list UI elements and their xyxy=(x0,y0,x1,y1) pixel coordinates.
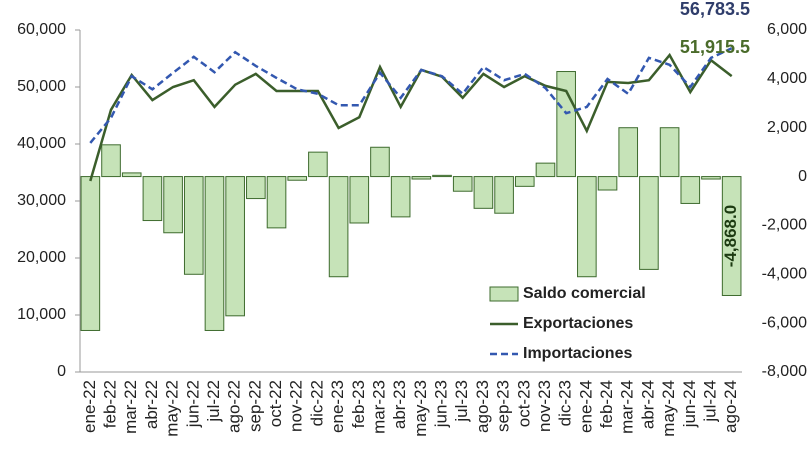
x-tick-label: may-22 xyxy=(163,380,182,437)
x-tick-label: abr-24 xyxy=(638,380,657,429)
x-tick-label: nov-23 xyxy=(535,380,554,432)
y2-tick-label: -8,000 xyxy=(762,363,807,380)
bar xyxy=(411,176,432,180)
line-1 xyxy=(89,52,733,182)
bar xyxy=(390,176,411,218)
y-tick-label: 60,000 xyxy=(17,21,66,38)
bar xyxy=(701,176,721,180)
x-tick-label: sep-22 xyxy=(245,380,264,432)
bar xyxy=(721,176,742,296)
bar xyxy=(370,146,390,178)
legend-swatch xyxy=(489,286,519,302)
x-tick-label: nov-22 xyxy=(287,380,306,432)
bar xyxy=(204,176,225,331)
bar xyxy=(101,144,121,178)
bar xyxy=(266,176,287,229)
y2-tick-label: -6,000 xyxy=(762,314,807,331)
bar xyxy=(514,176,535,187)
bar xyxy=(680,176,701,204)
x-tick-label: jul-23 xyxy=(452,380,471,423)
legend-label: Exportaciones xyxy=(523,315,633,332)
x-tick-label: oct-23 xyxy=(514,380,533,427)
y-tick-label: 30,000 xyxy=(17,192,66,209)
bar xyxy=(80,176,101,331)
y2-tick-label: 6,000 xyxy=(767,21,807,38)
y2-tick-label: -4,000 xyxy=(762,266,807,283)
bar xyxy=(535,162,556,178)
bar xyxy=(473,176,494,209)
bar xyxy=(452,176,473,192)
x-tick-label: ene-24 xyxy=(576,380,595,433)
x-tick-label: ago-22 xyxy=(225,380,244,433)
x-tick-label: ago-24 xyxy=(721,380,740,433)
bar xyxy=(639,176,659,270)
x-tick-label: dic-22 xyxy=(307,380,326,426)
x-tick-label: may-23 xyxy=(411,380,430,437)
bar xyxy=(556,71,576,178)
line-value-label: 51,915.5 xyxy=(680,37,750,57)
x-tick-label: jul-22 xyxy=(204,380,223,423)
y2-tick-label: 2,000 xyxy=(767,119,807,136)
x-tick-label: jun-24 xyxy=(680,380,699,428)
bar xyxy=(225,176,245,317)
y-tick-label: 0 xyxy=(57,363,66,380)
x-tick-label: ene-22 xyxy=(80,380,99,433)
bar xyxy=(183,176,204,275)
y-tick-label: 20,000 xyxy=(17,249,66,266)
bar xyxy=(246,176,266,200)
x-tick-label: jul-24 xyxy=(700,380,719,423)
y2-tick-label: 0 xyxy=(798,168,807,185)
x-tick-label: may-24 xyxy=(659,380,678,437)
bar xyxy=(432,174,452,178)
x-tick-label: oct-22 xyxy=(266,380,285,427)
bar xyxy=(308,151,328,178)
x-tick-label: feb-23 xyxy=(349,380,368,428)
bar xyxy=(349,176,370,224)
bar xyxy=(121,172,142,178)
x-tick-label: abr-22 xyxy=(142,380,161,429)
bar xyxy=(659,127,680,178)
bar xyxy=(287,176,308,181)
legend-label: Importaciones xyxy=(523,345,632,362)
y-tick-label: 50,000 xyxy=(17,78,66,95)
x-tick-label: ago-23 xyxy=(473,380,492,433)
bar xyxy=(142,176,163,222)
x-tick-label: feb-22 xyxy=(101,380,120,428)
bar xyxy=(618,127,639,178)
y-tick-label: 10,000 xyxy=(17,306,66,323)
x-tick-label: dic-23 xyxy=(556,380,575,426)
y2-tick-label: -2,000 xyxy=(762,217,807,234)
x-tick-label: mar-24 xyxy=(618,380,637,434)
bar xyxy=(577,176,597,278)
legend-label: Saldo comercial xyxy=(523,285,646,302)
x-tick-label: jun-23 xyxy=(432,380,451,428)
bar xyxy=(494,176,514,214)
y-tick-label: 40,000 xyxy=(17,135,66,152)
x-tick-label: mar-23 xyxy=(369,380,388,434)
y2-tick-label: 4,000 xyxy=(767,70,807,87)
x-tick-label: mar-22 xyxy=(121,380,140,434)
bar-value-label: -4,868.0 xyxy=(721,205,740,267)
line-2 xyxy=(89,47,733,144)
x-tick-label: feb-24 xyxy=(597,380,616,428)
x-tick-label: ene-23 xyxy=(328,380,347,433)
x-tick-label: abr-23 xyxy=(390,380,409,429)
bar xyxy=(328,176,349,278)
bar xyxy=(597,176,618,191)
line-value-label: 56,783.5 xyxy=(680,0,750,19)
bar xyxy=(163,176,183,234)
x-tick-label: sep-23 xyxy=(494,380,513,432)
x-tick-label: jun-22 xyxy=(183,380,202,428)
